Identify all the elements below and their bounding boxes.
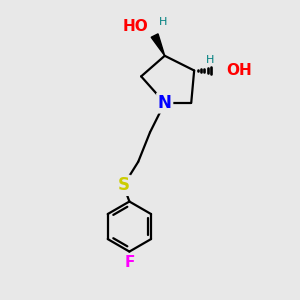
- Text: HO: HO: [123, 19, 148, 34]
- Text: F: F: [124, 255, 135, 270]
- Text: H: H: [159, 17, 167, 27]
- Text: H: H: [206, 55, 214, 65]
- Polygon shape: [151, 34, 165, 56]
- Text: OH: OH: [226, 63, 252, 78]
- Text: N: N: [158, 94, 172, 112]
- Text: S: S: [118, 176, 130, 194]
